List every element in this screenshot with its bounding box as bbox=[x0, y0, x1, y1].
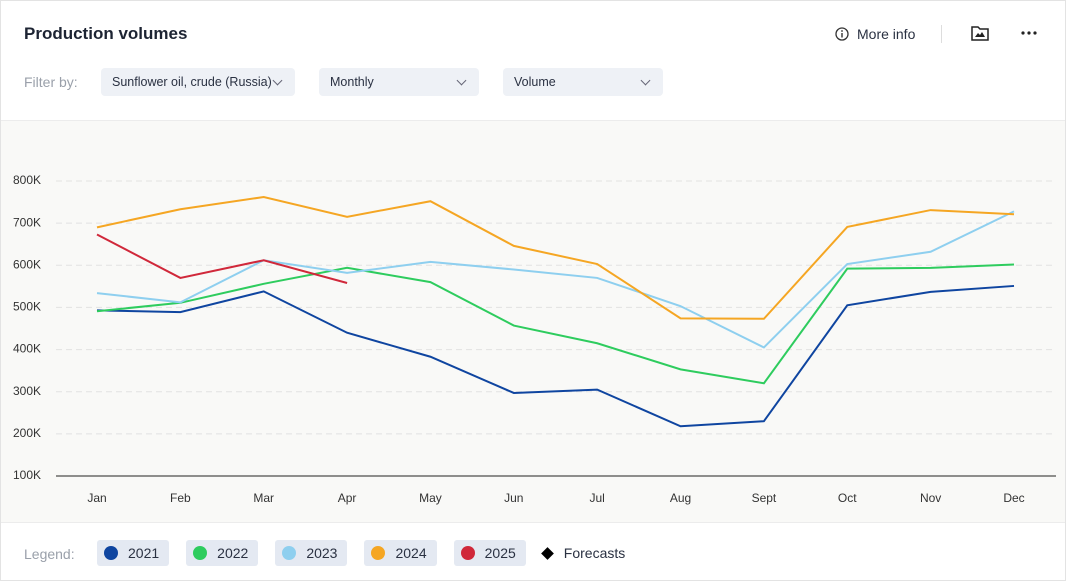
menu-button[interactable] bbox=[1021, 30, 1037, 36]
y-tick-label: 800K bbox=[13, 173, 41, 187]
series-line bbox=[96, 195, 1015, 320]
more-info-text: More info bbox=[857, 26, 916, 42]
image-button[interactable] bbox=[971, 25, 989, 41]
separator bbox=[941, 25, 942, 43]
x-tick-label: Oct bbox=[838, 491, 857, 505]
dropdown[interactable]: Volume bbox=[503, 68, 663, 96]
legend-text: 2025 bbox=[484, 545, 516, 561]
legend-label: Legend: bbox=[24, 546, 75, 562]
legend-item[interactable]: 2025 bbox=[453, 540, 526, 566]
legend-text: 2022 bbox=[217, 545, 249, 561]
legend: 2021 2022 2023 2024 2025 Forecasts bbox=[97, 540, 625, 566]
chart: 100K 200K 300K 400K 500K 600K 700K 800K Jan Feb Ma… bbox=[13, 173, 1056, 505]
legend-swatch bbox=[371, 546, 386, 560]
y-tick-label: 300K bbox=[13, 384, 41, 398]
x-tick-label: May bbox=[419, 491, 442, 505]
y-tick-label: 700K bbox=[13, 215, 41, 229]
plot-area: 100K 200K 300K 400K 500K 600K 700K 800K Jan Feb Ma… bbox=[1, 120, 1065, 523]
legend-text: 2024 bbox=[395, 545, 427, 561]
legend-swatch bbox=[104, 546, 118, 560]
x-tick-label: Jan bbox=[87, 491, 106, 505]
legend-swatch bbox=[193, 546, 208, 560]
y-tick-label: 100K bbox=[13, 468, 41, 482]
y-tick-label: 500K bbox=[13, 300, 41, 314]
legend-text: 2023 bbox=[306, 545, 338, 561]
legend-item[interactable]: 2021 bbox=[97, 540, 170, 566]
info-icon bbox=[835, 27, 849, 41]
x-tick-label: Apr bbox=[338, 491, 357, 505]
legend-text: 2021 bbox=[128, 545, 160, 561]
dropdown[interactable]: Sunflower oil, crude (Russia) bbox=[101, 68, 295, 96]
x-tick-label: Aug bbox=[670, 491, 691, 505]
legend-item[interactable]: 2024 bbox=[364, 540, 437, 566]
x-tick-label: Jul bbox=[590, 491, 605, 505]
x-tick-label: Mar bbox=[253, 491, 274, 505]
x-tick-label: Jun bbox=[504, 491, 523, 505]
filter-label: Filter by: bbox=[24, 74, 78, 90]
legend-text: Forecasts bbox=[563, 545, 626, 561]
legend-diamond bbox=[540, 546, 554, 560]
y-tick-label: 600K bbox=[13, 257, 41, 271]
x-tick-label: Sept bbox=[752, 491, 777, 505]
y-tick-label: 200K bbox=[13, 426, 41, 440]
legend-item: Forecasts bbox=[540, 540, 626, 566]
y-tick-label: 400K bbox=[13, 342, 41, 356]
legend-swatch bbox=[282, 546, 297, 560]
series-line bbox=[96, 233, 348, 284]
x-tick-label: Feb bbox=[170, 491, 191, 505]
series-line bbox=[96, 210, 1015, 349]
x-tick-label: Nov bbox=[920, 491, 941, 505]
series-line bbox=[96, 284, 1015, 428]
legend-item[interactable]: 2022 bbox=[186, 540, 259, 566]
legend-swatch bbox=[460, 546, 475, 560]
more-info[interactable]: More info bbox=[835, 26, 915, 42]
dropdown[interactable]: Monthly bbox=[319, 68, 479, 96]
widget-title: Production volumes bbox=[24, 24, 188, 43]
legend-item[interactable]: 2023 bbox=[275, 540, 348, 566]
series-line bbox=[96, 263, 1015, 385]
x-tick-label: Dec bbox=[1003, 491, 1024, 505]
